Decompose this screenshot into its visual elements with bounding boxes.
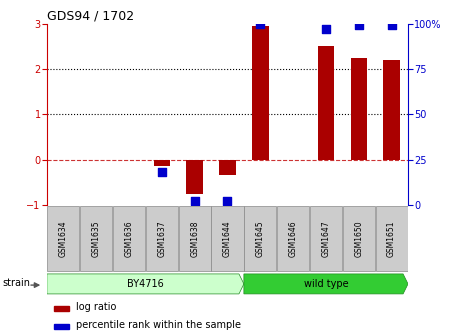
- Text: percentile rank within the sample: percentile rank within the sample: [76, 320, 241, 330]
- Bar: [153, 160, 170, 166]
- FancyBboxPatch shape: [179, 206, 211, 271]
- Bar: [219, 160, 235, 175]
- Point: [322, 26, 330, 32]
- FancyBboxPatch shape: [47, 206, 79, 271]
- Text: BY4716: BY4716: [127, 279, 164, 289]
- Text: strain: strain: [2, 278, 30, 288]
- FancyBboxPatch shape: [80, 206, 112, 271]
- Text: GSM1651: GSM1651: [387, 220, 396, 257]
- Bar: [54, 324, 68, 329]
- Text: GSM1644: GSM1644: [223, 220, 232, 257]
- Text: GSM1637: GSM1637: [157, 220, 166, 257]
- FancyBboxPatch shape: [343, 206, 375, 271]
- Text: GSM1638: GSM1638: [190, 220, 199, 257]
- Point: [158, 170, 166, 175]
- Text: GSM1634: GSM1634: [59, 220, 68, 257]
- Text: wild type: wild type: [303, 279, 348, 289]
- FancyBboxPatch shape: [146, 206, 178, 271]
- FancyBboxPatch shape: [277, 206, 309, 271]
- Point: [257, 21, 264, 26]
- Text: GSM1635: GSM1635: [91, 220, 101, 257]
- FancyBboxPatch shape: [212, 206, 243, 271]
- Bar: [186, 160, 203, 194]
- Text: GSM1645: GSM1645: [256, 220, 265, 257]
- FancyBboxPatch shape: [376, 206, 408, 271]
- FancyArrow shape: [244, 274, 408, 294]
- Text: GSM1646: GSM1646: [288, 220, 298, 257]
- FancyBboxPatch shape: [310, 206, 342, 271]
- Text: GSM1636: GSM1636: [124, 220, 134, 257]
- FancyBboxPatch shape: [113, 206, 145, 271]
- FancyArrow shape: [47, 274, 244, 294]
- Bar: [318, 46, 334, 160]
- FancyBboxPatch shape: [244, 206, 276, 271]
- Bar: [383, 60, 400, 160]
- Text: log ratio: log ratio: [76, 302, 116, 312]
- Point: [224, 199, 231, 204]
- Text: GSM1650: GSM1650: [354, 220, 363, 257]
- Point: [191, 199, 198, 204]
- Bar: [350, 57, 367, 160]
- Bar: [252, 26, 268, 160]
- Text: GSM1647: GSM1647: [321, 220, 331, 257]
- Point: [388, 23, 395, 28]
- Point: [355, 23, 363, 28]
- Text: GDS94 / 1702: GDS94 / 1702: [47, 9, 134, 23]
- Bar: [54, 306, 68, 311]
